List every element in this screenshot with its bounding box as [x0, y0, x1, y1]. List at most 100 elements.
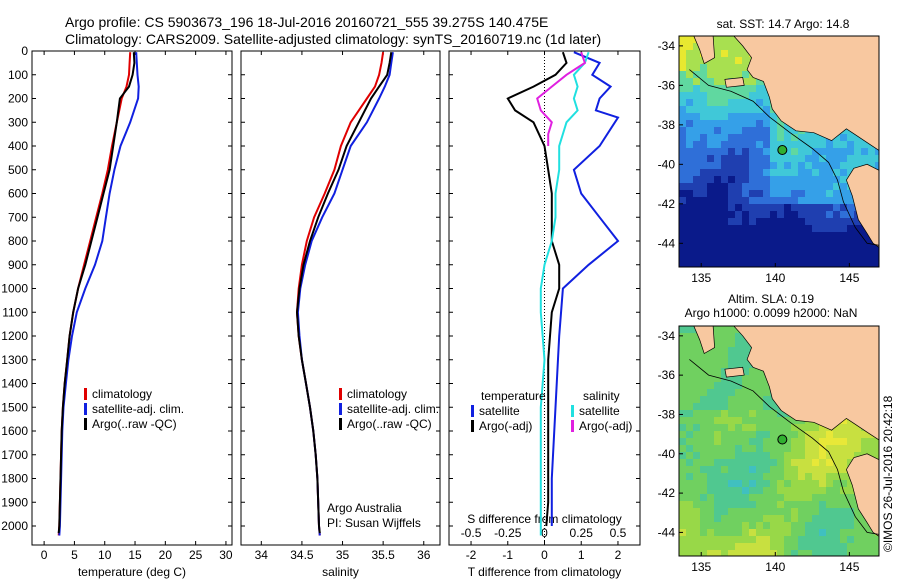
sst-map-panel: -34 -36 -38 -40 -42 -44 135 140 145 sat. SST: 14.…: [658, 17, 880, 285]
kangaroo-island: [724, 366, 745, 378]
map-y-tick-label: -38: [658, 407, 676, 421]
map-y-tick-label: -36: [658, 78, 676, 92]
x-axis-label: temperature (deg C): [78, 565, 186, 579]
land-mass: [733, 325, 880, 537]
x-tick-label: -1: [502, 548, 513, 562]
map-y-tick-label: -36: [658, 368, 676, 382]
map-x-tick-label: 140: [765, 560, 785, 574]
legend-label: satellite: [579, 404, 620, 418]
y-tick-label: 200: [8, 92, 28, 106]
legend-title-temperature: temperature: [481, 389, 546, 403]
legend-swatch: [471, 420, 474, 432]
x-tick-label: 15: [128, 548, 142, 562]
map-y-tick-label: -42: [658, 486, 676, 500]
series-line-3: [295, 52, 393, 534]
x-tick-label: 35: [336, 548, 350, 562]
header-line1: Argo profile: CS 5903673_196 18-Jul-2016…: [65, 14, 548, 30]
legend-label: Argo(..raw -QC): [92, 417, 177, 431]
y-tick-label: 1700: [1, 448, 28, 462]
map-frame: [678, 35, 880, 268]
argo-marker: [777, 434, 788, 445]
legend-label: satellite: [479, 404, 520, 418]
s-tick-label: 0.25: [570, 526, 594, 540]
sst-map-title: sat. SST: 14.7 Argo: 14.8: [717, 17, 850, 31]
series-line-4: [536, 51, 587, 146]
x-tick-label: 1: [578, 548, 585, 562]
map-x-tick-label: 135: [691, 271, 711, 285]
bathymetry-contour: [689, 359, 880, 535]
footer-credit: ©IMOS 26-Jul-2016 20:42:18: [881, 395, 895, 552]
annotation-argo-australia: Argo Australia: [327, 501, 402, 515]
x-tick-label: 25: [189, 548, 203, 562]
legend-label: satellite-adj. clim.: [347, 402, 439, 416]
s-tick-label: -0.5: [461, 526, 482, 540]
s-tick-label: -0.25: [494, 526, 522, 540]
series-line-2: [506, 51, 568, 527]
legend-swatch: [571, 405, 574, 417]
x-tick-label: 0: [541, 548, 548, 562]
land-mass: [733, 35, 880, 248]
legend-label: climatology: [347, 387, 407, 401]
x-tick-label: 30: [219, 548, 233, 562]
map-y-tick-label: -40: [658, 157, 676, 171]
y-tick-label: 1600: [1, 424, 28, 438]
legend-label: satellite-adj. clim.: [92, 402, 184, 416]
sla-map-subtitle: Argo h1000: 0.0099 h2000: NaN: [685, 306, 858, 320]
y-tick-label: 1300: [1, 353, 28, 367]
y-tick-label: 1800: [1, 472, 28, 486]
map-frame: [678, 325, 880, 557]
x-tick-label: 2: [615, 548, 622, 562]
annotation-pi: PI: Susan Wijffels: [327, 516, 421, 530]
s-tick-label: 0: [541, 526, 548, 540]
salinity-panel: 34 34.5 35 35.5 36 salinity climatologysatelli…: [240, 50, 441, 579]
map-x-tick-label: 145: [839, 271, 859, 285]
map-x-tick-label: 145: [839, 560, 859, 574]
y-tick-label: 2000: [1, 519, 28, 533]
sla-map-panel: -34 -36 -38 -40 -42 -44 135 140 145 Altim. SLA: 0…: [658, 292, 880, 574]
x-tick-label: 10: [98, 548, 112, 562]
legend-swatch: [339, 418, 342, 430]
argo-marker: [777, 145, 788, 156]
map-x-tick-label: 135: [691, 560, 711, 574]
legend-swatch: [571, 420, 574, 432]
legend-swatch: [339, 388, 342, 400]
legend-swatch: [471, 405, 474, 417]
x-tick-label: 36: [417, 548, 431, 562]
map-y-tick-label: -44: [658, 525, 676, 539]
legend-label: Argo(-adj): [479, 419, 532, 433]
legend-swatch: [84, 403, 87, 415]
s-axis-label: S difference from climatology: [467, 512, 622, 526]
legend-label: climatology: [92, 387, 152, 401]
y-tick-label: 0: [21, 44, 28, 58]
x-axis-label: salinity: [322, 565, 359, 579]
header-line2: Climatology: CARS2009. Satellite-adjuste…: [65, 31, 601, 47]
y-tick-label: 1900: [1, 495, 28, 509]
y-tick-label: 1200: [1, 329, 28, 343]
series-line-3: [57, 52, 136, 534]
series-line-1: [550, 51, 620, 526]
map-y-tick-label: -44: [658, 236, 676, 250]
x-tick-label: 20: [159, 548, 173, 562]
series-line-3: [539, 51, 590, 536]
x-tick-label: -2: [466, 548, 477, 562]
x-axis-label: T difference from climatology: [468, 565, 622, 579]
y-tick-label: 800: [8, 234, 28, 248]
y-tick-label: 1000: [1, 282, 28, 296]
bathymetry-contour: [689, 69, 880, 246]
y-tick-label: 1500: [1, 400, 28, 414]
y-tick-label: 600: [8, 187, 28, 201]
map-x-tick-label: 140: [765, 271, 785, 285]
legend-title-salinity: salinity: [583, 389, 620, 403]
x-tick-label: 35.5: [371, 548, 395, 562]
legend-swatch: [339, 403, 342, 415]
x-tick-label: 34: [255, 548, 269, 562]
map-y-tick-label: -38: [658, 118, 676, 132]
y-tick-label: 900: [8, 258, 28, 272]
y-tick-label: 300: [8, 115, 28, 129]
x-tick-label: 34.5: [290, 548, 314, 562]
legend-label: Argo(..raw -QC): [347, 417, 432, 431]
legend-label: Argo(-adj): [579, 419, 632, 433]
x-tick-label: 5: [71, 548, 78, 562]
map-y-tick-label: -34: [658, 329, 676, 343]
